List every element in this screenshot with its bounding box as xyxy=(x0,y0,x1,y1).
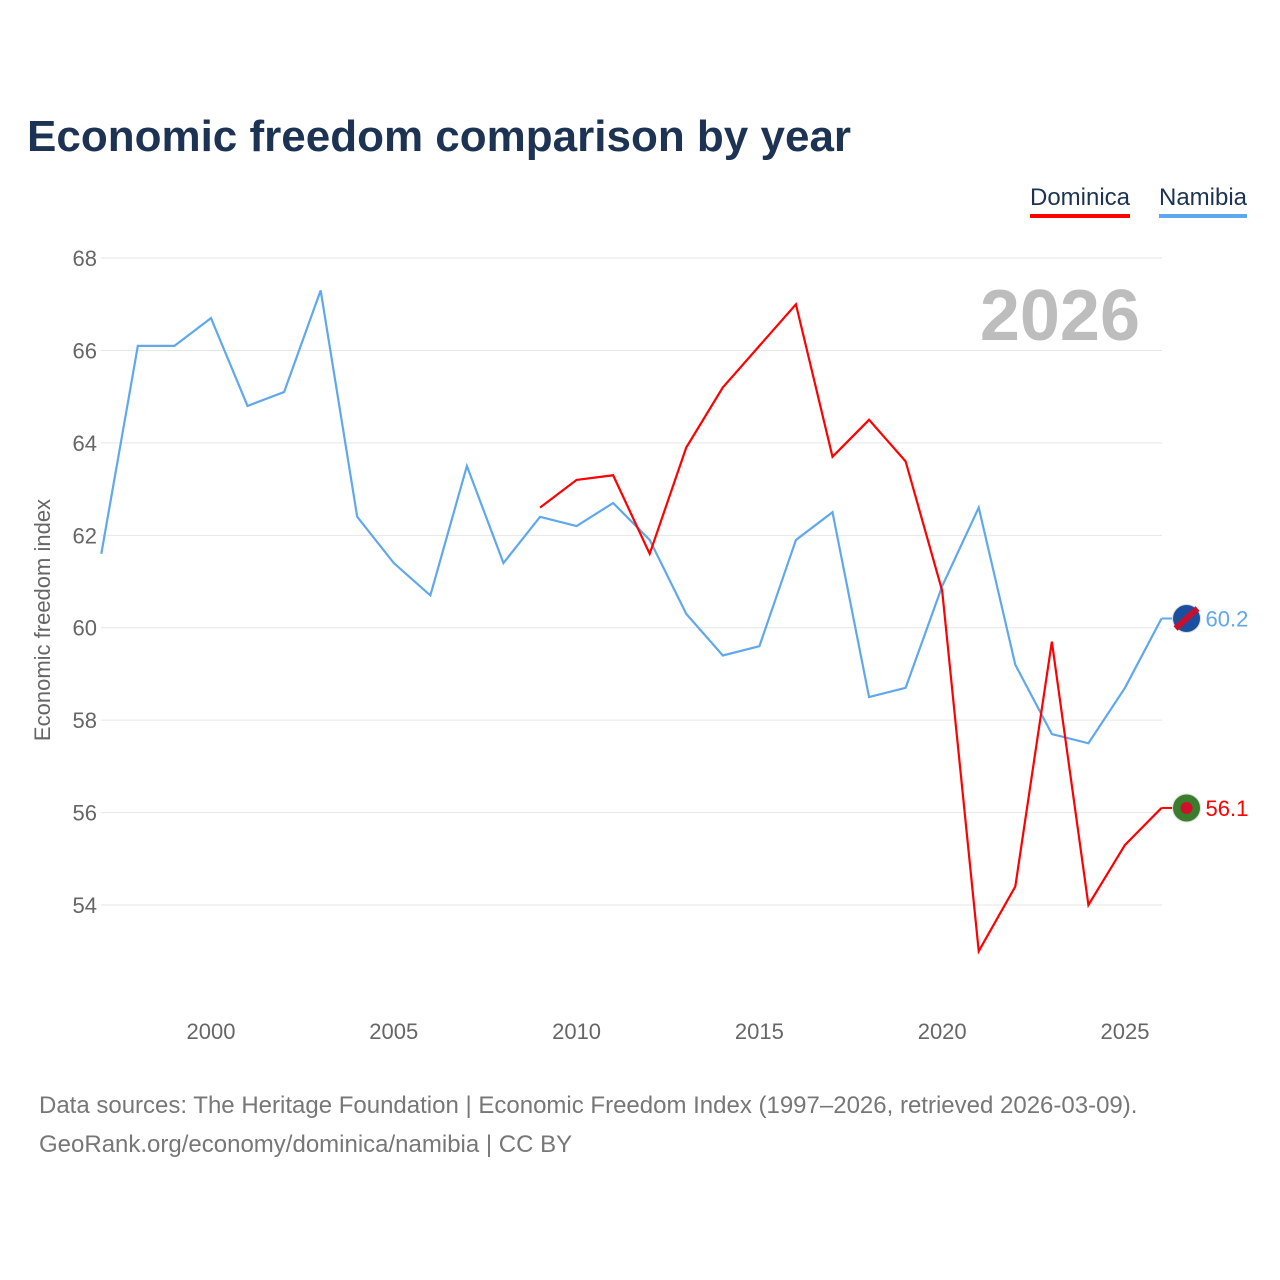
y-tick-label: 64 xyxy=(73,431,97,456)
end-value-label: 56.1 xyxy=(1206,796,1249,821)
y-tick-label: 62 xyxy=(73,523,97,548)
chart-title: Economic freedom comparison by year xyxy=(27,112,852,161)
y-tick-label: 60 xyxy=(73,616,97,641)
legend-dominica[interactable]: Dominica xyxy=(1030,184,1131,218)
flag-stripe xyxy=(1173,606,1200,631)
x-tick-label: 2005 xyxy=(369,1019,418,1044)
end-value-label: 60.2 xyxy=(1206,606,1249,631)
flag-emblem xyxy=(1180,801,1193,814)
series-line-dominica xyxy=(539,301,1163,955)
source-link[interactable]: GeoRank.org/economy/dominica/namibia | C… xyxy=(39,1131,573,1158)
y-tick-label: 54 xyxy=(73,893,97,918)
y-tick-label: 56 xyxy=(73,801,97,826)
footer: Data sources: The Heritage Foundation | … xyxy=(39,1086,1137,1164)
x-tick-label: 2010 xyxy=(552,1019,601,1044)
x-tick-label: 2025 xyxy=(1101,1019,1150,1044)
y-axis-label: Economic freedom index xyxy=(30,499,55,741)
source-text: Data sources: The Heritage Foundation | … xyxy=(39,1092,1138,1119)
x-tick-label: 2000 xyxy=(187,1019,236,1044)
y-tick-label: 68 xyxy=(73,246,97,271)
y-tick-label: 58 xyxy=(73,708,97,733)
x-tick-label: 2015 xyxy=(735,1019,784,1044)
x-tick-label: 2020 xyxy=(918,1019,967,1044)
year-watermark: 2026 xyxy=(980,276,1140,356)
legend-namibia[interactable]: Namibia xyxy=(1159,184,1248,218)
y-tick-label: 66 xyxy=(73,338,97,363)
series-line-namibia xyxy=(100,290,1163,745)
